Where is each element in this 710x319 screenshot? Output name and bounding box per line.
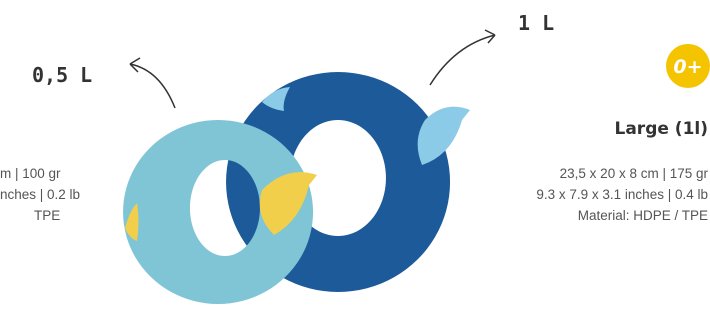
large-title: Large (1l) — [615, 119, 709, 139]
small-volume: 0,5 L — [32, 63, 92, 87]
large-spec: 9.3 x 7.9 x 3.1 inches | 0.4 lb — [536, 187, 708, 202]
small-spec: TPE — [34, 208, 60, 223]
large-spec: 23,5 x 20 x 8 cm | 175 gr — [560, 166, 709, 181]
age-badge-text: 0+ — [673, 56, 702, 78]
product-panel: 0,5 L 1 L 0+ Large (1l) 23,5 x 20 x 8 cm… — [0, 0, 710, 319]
small-spec: nches | 0.2 lb — [0, 187, 80, 202]
large-volume: 1 L — [518, 11, 554, 35]
small-spec: m | 100 gr — [0, 166, 61, 181]
large-spec: Material: HDPE / TPE — [578, 208, 708, 223]
